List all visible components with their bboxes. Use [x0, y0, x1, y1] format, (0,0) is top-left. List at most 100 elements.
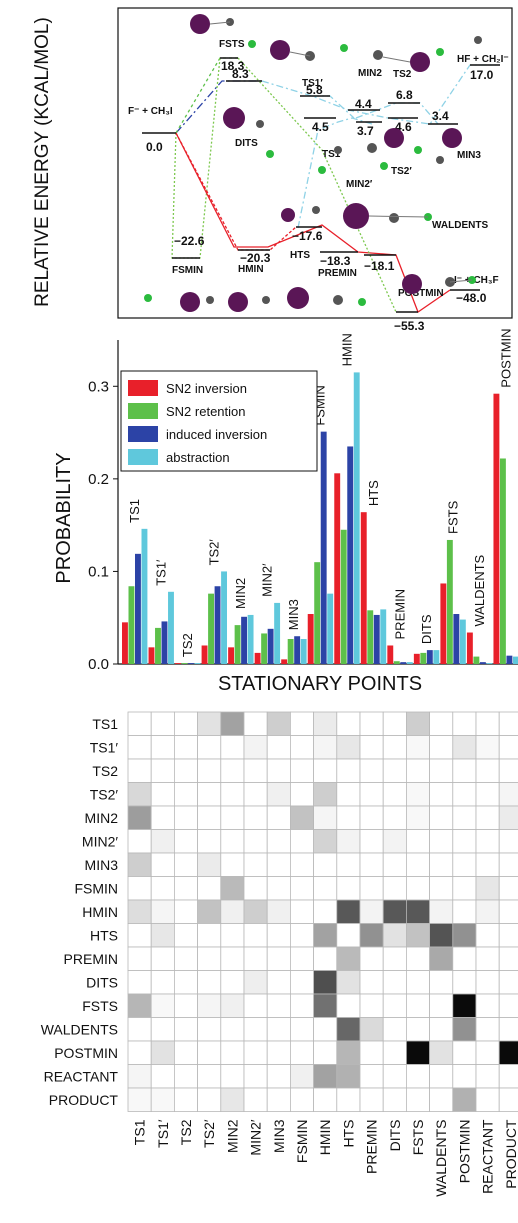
- heatmap-cell-dits-min2: [220, 970, 245, 995]
- heatmap-row-label: TS2′: [90, 786, 119, 802]
- bar-abstraction-premin: [406, 662, 413, 664]
- heatmap-cell-fsts-hmin: [313, 993, 338, 1018]
- heatmap-cell-waldents-min2: [243, 1017, 268, 1042]
- bar-induced-inversion-premin: [400, 662, 407, 664]
- heatmap-cell-fsmin-dits: [382, 876, 407, 901]
- bar-category-label: TS2: [180, 633, 195, 657]
- heatmap-col-label: WALDENTS: [433, 1120, 449, 1197]
- heatmap-cell-ts1-ts1: [150, 735, 175, 760]
- heatmap-cell-dits-fsts: [405, 970, 430, 995]
- bar-chart-panel: PROBABILITY 0.0 0.1 0.2 0.3 TS1 TS1′ TS2 TS2′ M…: [53, 328, 518, 695]
- label-postmin-name: POSTMIN: [398, 288, 444, 299]
- label-hmin-value: −20.3: [240, 251, 271, 265]
- heatmap-cell-ts2-ts2: [197, 758, 222, 783]
- heatmap-cell-premin-min2: [243, 946, 268, 971]
- bar-sn2-inversion-hmin: [334, 473, 341, 664]
- heatmap-cell-fsmin-fsmin: [289, 876, 314, 901]
- bar-sn2-retention-fsts: [446, 539, 453, 664]
- heatmap-row-label: FSMIN: [74, 880, 118, 896]
- heatmap-cell-product-min2: [243, 1087, 268, 1112]
- bar-y-tick-label: 0.3: [88, 378, 109, 395]
- heatmap-cell-min3-postmin: [452, 852, 477, 877]
- heatmap-cell-dits-ts2: [173, 970, 198, 995]
- heatmap-cell-hts-reactant: [475, 923, 500, 948]
- heatmap-col-label: HTS: [340, 1120, 356, 1148]
- label-reactant-name: F⁻ + CH₃I: [128, 106, 173, 117]
- bar-chart-legend: SN2 inversion SN2 retention induced inve…: [120, 370, 318, 472]
- heatmap-cells: [127, 711, 518, 1112]
- bar-sn2-inversion-ts2: [175, 663, 181, 664]
- heatmap-cell-ts1-ts2: [173, 711, 198, 736]
- bar-sn2-inversion-ts1: [122, 622, 128, 664]
- heatmap-cell-premin-dits: [382, 946, 407, 971]
- heatmap-cell-waldents-waldents: [429, 1017, 454, 1042]
- heatmap-cell-dits-postmin: [452, 970, 477, 995]
- heatmap-cell-hts-ts2: [197, 923, 222, 948]
- heatmap-cell-ts1-ts2: [197, 711, 222, 736]
- heatmap-cell-waldents-min3: [266, 1017, 291, 1042]
- heatmap-cell-min2-dits: [382, 829, 407, 854]
- heatmap-cell-ts1-reactant: [475, 735, 500, 760]
- heatmap-col-label: MIN3: [271, 1119, 287, 1153]
- bar-abstraction-fsts: [459, 619, 466, 664]
- heatmap-cell-waldents-ts2: [173, 1017, 198, 1042]
- heatmap-cell-ts1-dits: [382, 711, 407, 736]
- heatmap-row-label: POSTMIN: [54, 1045, 118, 1061]
- heatmap-col-label: TS2: [178, 1119, 194, 1145]
- heatmap-cell-premin-ts2: [173, 946, 198, 971]
- heatmap-cell-hmin-waldents: [429, 899, 454, 924]
- bar-sn2-inversion-fsmin: [307, 614, 314, 664]
- heatmap-cell-hts-min2: [220, 923, 245, 948]
- heatmap-row-label: TS1: [92, 716, 118, 732]
- heatmap-cell-product-min2: [220, 1087, 245, 1112]
- heatmap-cell-premin-postmin: [452, 946, 477, 971]
- heatmap-cell-ts2-hmin: [313, 758, 338, 783]
- heatmap-col-label: TS1′: [155, 1119, 171, 1148]
- heatmap-cell-ts2-fsmin: [289, 758, 314, 783]
- heatmap-cell-min2-ts2: [173, 829, 198, 854]
- energy-levels: [142, 57, 500, 313]
- bar-abstraction-hts: [380, 609, 387, 664]
- bar-y-tick-label: 0.0: [88, 656, 109, 673]
- bar-induced-inversion-ts2: [188, 663, 194, 664]
- heatmap-cell-hts-fsts: [405, 923, 430, 948]
- bar-chart-bars: [122, 372, 518, 664]
- label-fsts-name: FSTS: [219, 39, 245, 50]
- bar-induced-inversion-hts: [373, 614, 380, 664]
- heatmap-row-label: TS1′: [90, 739, 119, 755]
- heatmap-cell-dits-premin: [359, 970, 384, 995]
- heatmap-cell-premin-min3: [266, 946, 291, 971]
- bar-abstraction-postmin: [512, 656, 518, 664]
- heatmap-cell-hmin-min3: [266, 899, 291, 924]
- molecule-min3: [414, 128, 462, 164]
- label-min3-name: MIN3: [457, 150, 481, 161]
- heatmap-cell-ts2-reactant: [475, 782, 500, 807]
- heatmap-cell-fsts-min2: [220, 993, 245, 1018]
- label-fsmin-name: FSMIN: [172, 265, 203, 276]
- bar-category-label: HTS: [366, 480, 381, 506]
- heatmap-cell-min2-reactant: [475, 805, 500, 830]
- heatmap-cell-ts1-waldents: [429, 711, 454, 736]
- heatmap-cell-min2-postmin: [452, 829, 477, 854]
- bar-sn2-retention-postmin: [499, 458, 506, 664]
- heatmap-cell-ts2-dits: [382, 782, 407, 807]
- molecule-sketches: [144, 14, 482, 312]
- legend-label-induced-inversion: induced inversion: [166, 427, 267, 442]
- heatmap-cell-fsmin-ts2: [197, 876, 222, 901]
- bar-induced-inversion-ts2: [214, 586, 221, 664]
- bar-sn2-inversion-postmin: [493, 393, 500, 664]
- heatmap-panel: TS1 TS1′ TS2 TS2′ MIN2 MIN2′ MIN3 FSMIN HMIN HTS P…: [41, 711, 518, 1197]
- heatmap-cell-waldents-ts2: [197, 1017, 222, 1042]
- heatmap-cell-dits-hts: [336, 970, 361, 995]
- bar-sn2-retention-ts2: [208, 593, 214, 664]
- bar-induced-inversion-min3: [294, 636, 301, 664]
- heatmap-cell-product-product: [498, 1087, 518, 1112]
- heatmap-cell-min2-ts2: [197, 805, 222, 830]
- heatmap-cell-postmin-hts: [336, 1040, 361, 1065]
- heatmap-cell-ts1-min2: [243, 735, 268, 760]
- legend-swatch-sn2-inversion: [128, 380, 158, 396]
- bar-induced-inversion-dits: [426, 650, 433, 664]
- heatmap-cell-reactant-min2: [243, 1064, 268, 1089]
- heatmap-cell-ts1-min2: [220, 735, 245, 760]
- bar-abstraction-ts2: [194, 663, 201, 664]
